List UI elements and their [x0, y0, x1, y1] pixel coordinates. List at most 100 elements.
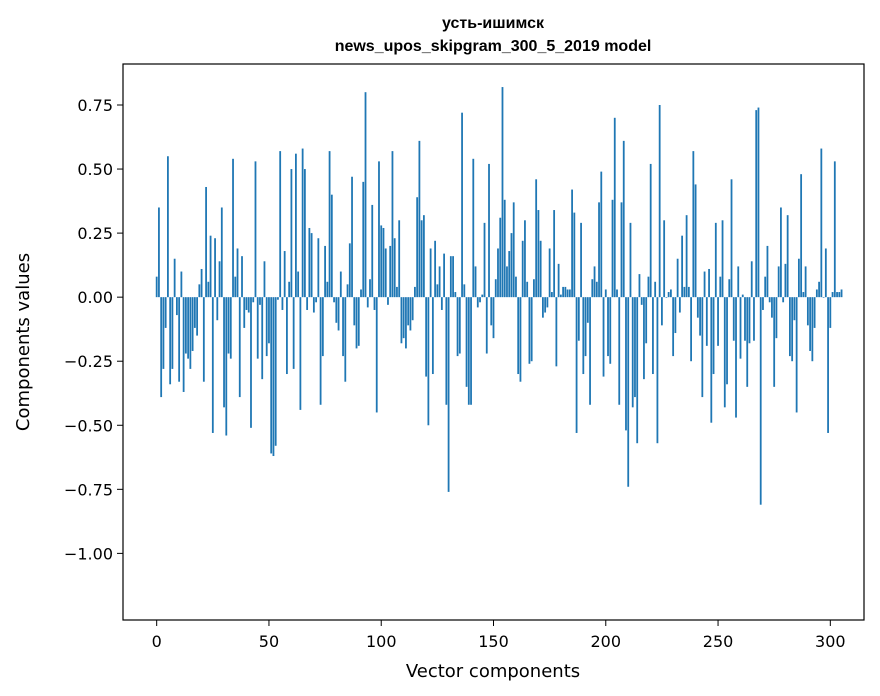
bar-68: [308, 227, 311, 298]
bar-188: [577, 297, 580, 341]
chart-title: усть-ишимск: [442, 15, 545, 32]
bar-59: [288, 281, 291, 298]
bar-7: [171, 297, 174, 369]
bar-248: [712, 297, 715, 375]
bar-96: [371, 204, 374, 298]
bar-269: [759, 297, 762, 505]
bar-26: [214, 238, 216, 298]
bar-93: [364, 92, 367, 298]
bar-175: [548, 248, 551, 298]
bar-89: [355, 297, 358, 349]
bar-8: [173, 258, 176, 298]
bar-132: [452, 256, 454, 298]
bar-235: [683, 286, 686, 298]
bar-120: [425, 297, 428, 377]
bar-55: [279, 151, 282, 298]
bar-58: [286, 297, 288, 375]
bar-104: [389, 245, 392, 298]
x-tick-label: 150: [478, 632, 509, 651]
bar-301: [831, 292, 834, 298]
bar-191: [584, 297, 587, 357]
bar-154: [501, 87, 504, 298]
bar-231: [674, 297, 677, 334]
bar-203: [611, 199, 614, 298]
bar-237: [687, 286, 690, 298]
x-tick-label: 0: [152, 632, 162, 651]
bar-213: [634, 297, 636, 398]
bar-227: [665, 297, 668, 298]
bar-15: [189, 297, 192, 369]
bar-261: [741, 294, 744, 298]
bar-162: [519, 297, 522, 382]
bar-144: [479, 297, 481, 303]
bar-244: [703, 271, 706, 298]
bar-49: [265, 297, 268, 357]
bar-305: [840, 289, 843, 298]
bar-25: [211, 297, 214, 433]
chart-subtitle: news_upos_skipgram_300_5_2019 model: [335, 38, 652, 55]
bar-119: [422, 215, 425, 298]
bar-82: [339, 271, 342, 298]
bar-260: [739, 297, 742, 359]
bar-67: [306, 297, 309, 310]
bar-65: [301, 148, 304, 298]
y-tick-label: 0.75: [77, 96, 113, 115]
bars-group: [155, 87, 843, 505]
bar-277: [777, 266, 780, 298]
bar-243: [701, 297, 704, 398]
bar-100: [380, 225, 383, 298]
bar-48: [263, 261, 266, 298]
bar-257: [732, 297, 735, 341]
bar-32: [227, 297, 230, 354]
bar-72: [317, 238, 320, 298]
bar-23: [207, 281, 210, 298]
bar-193: [589, 297, 591, 405]
bar-236: [685, 215, 688, 298]
bar-283: [791, 297, 794, 362]
bar-228: [667, 292, 670, 298]
bar-98: [375, 297, 378, 413]
bar-110: [402, 297, 405, 339]
bar-116: [416, 197, 419, 298]
bar-52: [272, 297, 275, 457]
bar-86: [348, 243, 351, 298]
bar-190: [582, 297, 585, 375]
bar-71: [315, 297, 318, 303]
x-tick-label: 200: [590, 632, 621, 651]
bar-51: [270, 297, 273, 454]
bar-294: [815, 289, 818, 298]
bar-22: [205, 186, 207, 298]
bar-206: [618, 297, 621, 405]
bar-216: [640, 297, 643, 305]
bar-4: [164, 297, 167, 328]
bar-198: [600, 171, 603, 298]
bar-185: [571, 189, 573, 298]
bar-171: [539, 240, 542, 298]
bar-201: [607, 297, 609, 357]
bar-73: [319, 297, 322, 405]
bar-145: [481, 294, 484, 298]
bar-240: [694, 184, 697, 298]
x-tick-label: 100: [366, 632, 397, 651]
bar-296: [820, 148, 823, 298]
bar-0: [155, 276, 158, 298]
bar-194: [591, 279, 594, 298]
y-tick-label: −1.00: [64, 544, 113, 563]
bar-61: [292, 297, 295, 369]
bar-238: [690, 297, 692, 362]
bar-304: [838, 292, 841, 298]
bar-192: [586, 297, 589, 323]
bar-90: [357, 297, 360, 346]
bar-103: [387, 297, 389, 305]
bar-122: [429, 248, 432, 298]
bar-289: [804, 266, 807, 298]
bar-220: [649, 163, 652, 298]
bar-14: [187, 297, 190, 359]
bar-229: [669, 289, 672, 298]
bar-211: [629, 222, 632, 298]
bar-186: [573, 212, 576, 298]
bar-167: [530, 297, 533, 362]
bar-38: [241, 256, 243, 298]
bar-112: [407, 297, 410, 326]
bar-259: [737, 266, 740, 298]
